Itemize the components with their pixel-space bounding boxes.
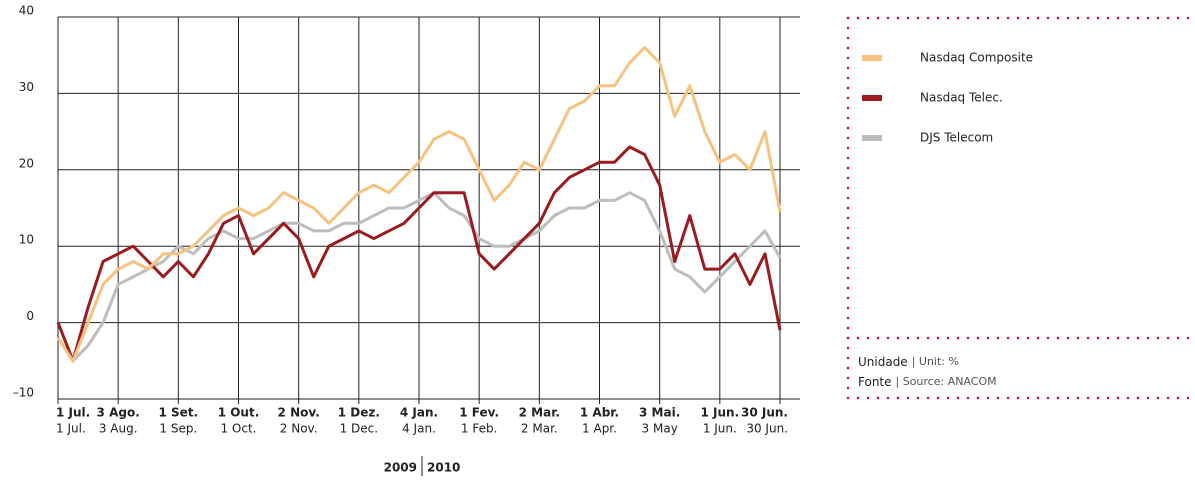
year-label: 2010: [427, 461, 460, 475]
x-tick-label: 1 Set.: [159, 406, 199, 420]
x-tick-label-en: 30 Jun.: [746, 422, 788, 436]
x-tick-label: 1 Dez.: [338, 406, 380, 420]
legend-label: Nasdaq Telec.: [920, 91, 1003, 105]
x-tick-label-en: 1 Apr.: [582, 422, 617, 436]
note-text: | Unit: %: [912, 355, 959, 368]
x-tick-label: 3 Mai.: [639, 406, 680, 420]
y-tick-label: –10: [13, 386, 34, 400]
x-tick-label-en: 1 Sep.: [159, 422, 197, 436]
x-tick-label-en: 4 Jan.: [402, 422, 436, 436]
note-text: | Source: ANACOM: [896, 375, 997, 388]
series-line: [56, 191, 782, 363]
y-tick-label: 40: [19, 4, 34, 18]
x-tick-label: 1 Out.: [218, 406, 260, 420]
x-tick-label-en: 2 Mar.: [521, 422, 558, 436]
x-tick-label-en: 1 Jul.: [56, 422, 86, 436]
x-tick-label-en: 1 Dec.: [340, 422, 378, 436]
series-line: [56, 46, 782, 363]
x-tick-label: 1 Fev.: [459, 406, 499, 420]
year-label: 2009: [384, 461, 417, 475]
legend-swatch: [862, 95, 882, 101]
x-tick-label-en: 1 Oct.: [220, 422, 256, 436]
x-tick-label-en: 2 Nov.: [280, 422, 318, 436]
x-tick-label-en: 3 Aug.: [99, 422, 138, 436]
x-tick-label: 3 Ago.: [97, 406, 140, 420]
legend-swatch: [862, 55, 882, 61]
series-line: [56, 145, 782, 363]
x-tick-label: 30 Jun.: [741, 406, 788, 420]
y-tick-label: 0: [26, 309, 34, 323]
y-tick-label: 30: [19, 80, 34, 94]
legend-label: Nasdaq Composite: [920, 51, 1033, 65]
x-tick-label: 1 Jul.: [56, 406, 90, 420]
note: Unidade | Unit: %: [858, 355, 959, 369]
note: Fonte | Source: ANACOM: [858, 375, 997, 389]
legend-swatch: [862, 135, 882, 141]
note-bold: Fonte: [858, 375, 892, 389]
x-tick-label-en: 1 Jun.: [703, 422, 737, 436]
note-bold: Unidade: [858, 355, 908, 369]
legend-label: DJS Telecom: [920, 131, 993, 145]
x-tick-label: 4 Jan.: [400, 406, 438, 420]
x-tick-label-en: 3 May: [642, 422, 678, 436]
x-tick-label-en: 1 Feb.: [461, 422, 498, 436]
x-tick-label: 1 Abr.: [580, 406, 619, 420]
x-tick-label: 2 Mar.: [519, 406, 560, 420]
y-tick-label: 20: [19, 156, 34, 170]
y-tick-label: 10: [19, 233, 34, 247]
x-tick-label: 1 Jun.: [701, 406, 740, 420]
x-tick-label: 2 Nov.: [278, 406, 320, 420]
